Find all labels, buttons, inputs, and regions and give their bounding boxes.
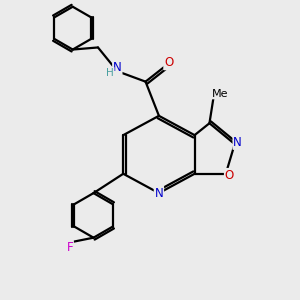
Text: H: H: [106, 68, 114, 78]
Text: N: N: [154, 187, 163, 200]
Text: O: O: [164, 56, 173, 69]
Text: F: F: [66, 241, 73, 254]
Text: N: N: [233, 136, 242, 149]
Text: N: N: [113, 61, 122, 74]
Text: O: O: [225, 169, 234, 182]
Text: Me: Me: [212, 88, 229, 98]
